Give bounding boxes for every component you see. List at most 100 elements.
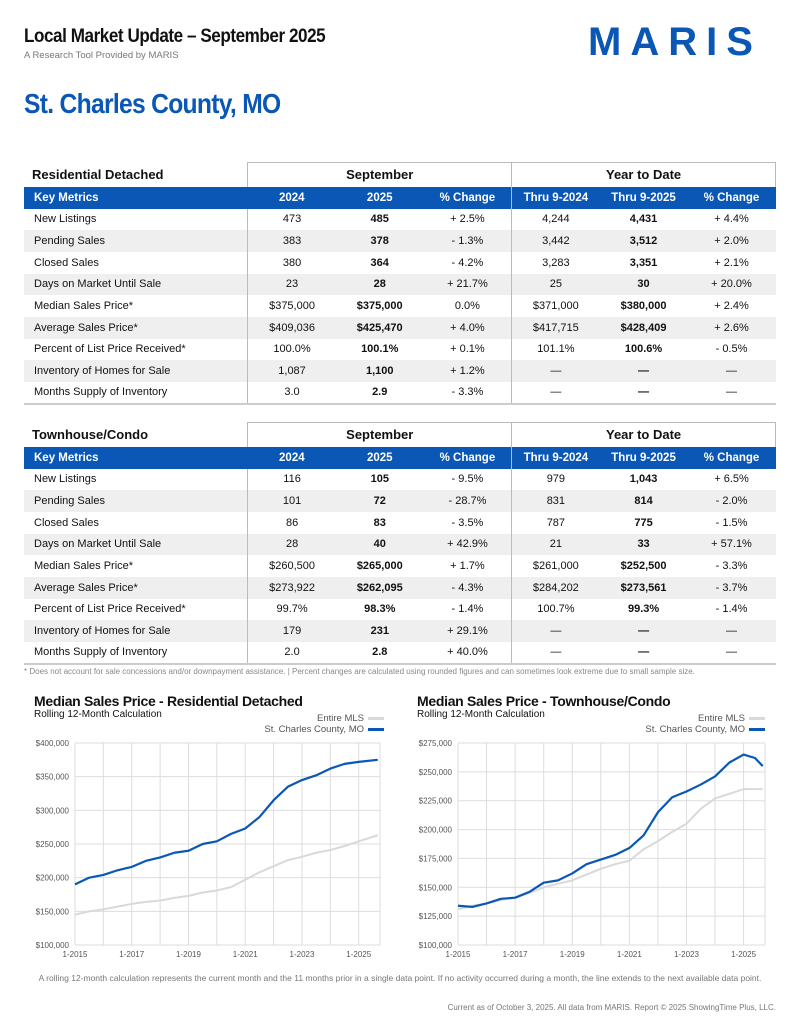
x-tick-label: 1-2019 (176, 950, 201, 959)
metric-value: + 2.6% (687, 316, 776, 339)
metric-value: + 40.0% (423, 642, 512, 665)
chart-title: Median Sales Price - Residential Detache… (34, 693, 303, 709)
metric-value: - 3.7% (687, 576, 776, 599)
metric-value: 100.0% (247, 338, 336, 361)
metric-value: 979 (511, 468, 600, 491)
y-tick-label: $200,000 (419, 826, 453, 835)
metric-value: $417,715 (511, 316, 600, 339)
col-header: % Change (687, 446, 776, 469)
metric-value: 364 (370, 256, 389, 269)
series-line-entire-mls (457, 788, 763, 911)
metric-value: 28 (247, 533, 336, 556)
metric-value: - 2.0% (687, 490, 776, 512)
metric-value: 179 (247, 620, 336, 642)
metric-label: Percent of List Price Received* (34, 603, 186, 616)
col-header: 2024 (247, 446, 336, 469)
chart-subtitle: Rolling 12-Month Calculation (34, 709, 162, 720)
table-row: New Listings 473 485 + 2.5% 4,244 4,431 + 4.4% (24, 208, 776, 231)
metric-value: — (511, 642, 600, 665)
y-tick-label: $275,000 (419, 739, 453, 748)
metric-value: — (599, 620, 688, 642)
metric-value: 231 (335, 620, 424, 642)
metric-value: - 4.2% (451, 256, 484, 269)
metric-value: $428,409 (599, 316, 688, 339)
x-tick-label: 1-2021 (617, 950, 642, 959)
col-header: Thru 9-2024 (511, 186, 600, 209)
metric-value: 100.6% (624, 343, 663, 356)
table-row: Days on Market Until Sale 28 40 + 42.9% 21 33… (24, 533, 776, 556)
metric-value: $261,000 (511, 555, 600, 577)
legend-county: St. Charles County, MO (184, 724, 384, 735)
y-tick-label: $300,000 (36, 806, 70, 815)
y-tick-label: $100,000 (419, 941, 453, 950)
x-tick-label: 1-2025 (731, 950, 756, 959)
residential-detached-table: Residential Detached September Year to D… (24, 162, 776, 405)
metric-value: $380,000 (620, 300, 667, 313)
col-header: 2024 (247, 186, 336, 209)
report-title: Local Market Update – September 2025 (24, 26, 326, 47)
metric-value: 28 (335, 273, 424, 296)
metric-label: Closed Sales (34, 516, 99, 529)
chart-legend: Entire MLS St. Charles County, MO (565, 713, 765, 735)
y-tick-label: $250,000 (36, 840, 70, 849)
y-tick-label: $250,000 (419, 768, 453, 777)
metric-value: - 3.3% (715, 560, 748, 573)
table-row: New Listings 116 105 - 9.5% 979 1,043 + 6.5% (24, 468, 776, 491)
table-row: Pending Sales 101 72- 28.7% 831 814- 2.0% (24, 490, 776, 512)
metric-value: $409,036 (247, 316, 336, 339)
metric-value: 21 (511, 533, 600, 556)
table-row: Percent of List Price Received* 99.7% 98.3… (24, 598, 776, 621)
legend-entire-mls: Entire MLS (565, 713, 765, 724)
metric-value: — (511, 620, 600, 642)
metric-value: 98.3% (364, 603, 396, 616)
metric-value: 0.0% (454, 300, 480, 313)
metric-label: Median Sales Price* (34, 560, 134, 573)
series-line-entire-mls (74, 834, 379, 916)
y-tick-label: $175,000 (419, 854, 453, 863)
x-tick-label: 1-2023 (290, 950, 315, 959)
metric-value: 473 (247, 208, 336, 231)
metric-value: 100.7% (511, 598, 600, 621)
metric-label: Days on Market Until Sale (24, 533, 248, 556)
y-tick-label: $400,000 (36, 739, 70, 748)
metric-value: 383 (247, 230, 336, 252)
col-header: % Change (687, 186, 776, 209)
metric-value: - 0.5% (715, 343, 748, 356)
metric-value: 775 (634, 516, 653, 529)
col-key-metrics: Key Metrics (24, 186, 248, 209)
metric-value: 3,283 (511, 251, 600, 274)
legend-entire-mls: Entire MLS (184, 713, 384, 724)
county-title: St. Charles County, MO (24, 88, 281, 119)
y-tick-label: $125,000 (419, 912, 453, 921)
metric-value: + 2.4% (714, 300, 749, 313)
metric-value: $375,000 (356, 300, 403, 313)
x-tick-label: 1-2019 (560, 950, 585, 959)
metric-value: + 6.5% (714, 473, 749, 486)
col-header: Thru 9-2024 (511, 446, 600, 469)
col-header: Thru 9-2025 (599, 446, 688, 469)
metric-value: — (687, 382, 776, 405)
metric-value: 30 (599, 273, 688, 296)
metric-value: 485 (370, 213, 389, 226)
metric-value: 99.7% (247, 598, 336, 621)
metric-value: $375,000 (247, 295, 336, 317)
metric-value: 1,100 (335, 360, 424, 382)
metric-value: + 1.2% (423, 360, 512, 382)
table-row: Closed Sales 86 83 - 3.5% 787 775 - 1.5% (24, 511, 776, 534)
metric-value: - 3.3% (423, 382, 512, 405)
table-row: Median Sales Price* $375,000 $375,000 0.0% $… (24, 295, 776, 317)
group-ytd: Year to Date (511, 422, 776, 447)
table-row: Percent of List Price Received* 100.0% 100… (24, 338, 776, 361)
x-tick-label: 1-2023 (674, 950, 699, 959)
chart-townhouse: Median Sales Price - Townhouse/Condo Rol… (417, 693, 767, 735)
metric-value: - 9.5% (451, 473, 484, 486)
metric-label: Average Sales Price* (24, 316, 248, 339)
metric-value: 3,351 (629, 256, 658, 269)
metric-value: + 42.9% (423, 533, 512, 556)
metric-value: + 2.5% (450, 213, 485, 226)
col-header: % Change (423, 186, 512, 209)
x-tick-label: 1-2021 (233, 950, 258, 959)
metric-value: $260,500 (247, 555, 336, 577)
metric-value: 105 (370, 473, 389, 486)
metric-value: 4,431 (629, 213, 658, 226)
